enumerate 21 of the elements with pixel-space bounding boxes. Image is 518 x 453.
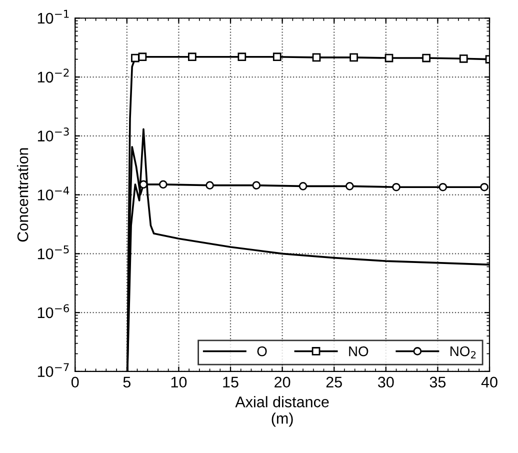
x-tick-label: 15 <box>223 376 238 388</box>
x-tick-label: 35 <box>430 376 446 388</box>
y-tick-label: 10$^{−2}$ <box>38 68 69 83</box>
y-tick-label: 10$^{−3}$ <box>38 128 69 142</box>
legend-label: NO <box>349 346 368 356</box>
legend-label: NO$_{2}$ <box>450 346 476 358</box>
y-tick-label: 10$^{−1}$ <box>38 10 69 24</box>
x-tick-label: 20 <box>274 376 290 388</box>
y-tick-label: 10$^{−6}$ <box>38 304 70 318</box>
y-tick-label: 10$^{−5}$ <box>38 245 69 260</box>
y-axis-title: Concentration <box>16 148 28 242</box>
x-tick-label: 30 <box>378 376 394 388</box>
x-tick-label: 0 <box>71 376 79 388</box>
x-axis-title: Axial distance (m) <box>235 396 329 427</box>
x-tick-label: 40 <box>481 376 498 388</box>
x-tick-label: 5 <box>123 376 131 388</box>
y-tick-label: 10$^{−7}$ <box>38 363 69 378</box>
x-tick-label: 25 <box>326 376 342 388</box>
y-tick-label: 10$^{−4}$ <box>38 186 70 200</box>
x-tick-label: 10 <box>171 376 187 388</box>
legend-label: O <box>257 346 267 356</box>
